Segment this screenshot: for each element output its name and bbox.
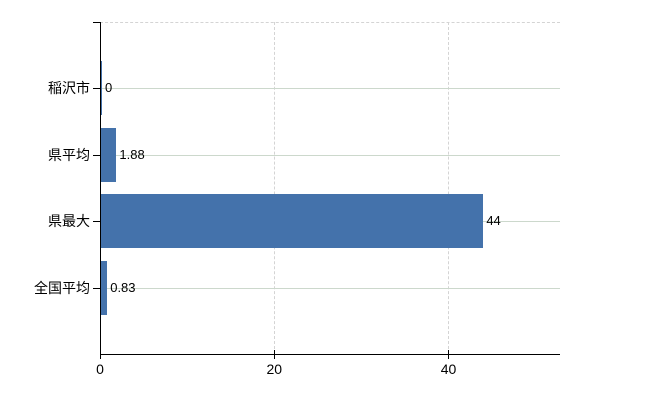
x-tick-label: 0 [96,361,104,377]
value-label: 1.88 [119,146,145,162]
y-gridline [100,88,560,90]
x-gridline [274,22,276,354]
category-label: 県平均 [48,146,90,163]
y-tick-mark [93,221,100,223]
y-axis-line [100,22,101,359]
y-axis-top-tick [93,22,100,23]
value-label: 0 [105,80,113,96]
plot-top-border [100,22,560,23]
category-label: 稲沢市 [48,80,90,97]
x-axis-line [100,354,560,355]
value-label: 0.83 [110,279,136,295]
x-gridline [448,22,450,354]
value-label: 44 [486,213,501,229]
y-tick-mark [93,154,100,156]
y-tick-mark [93,287,100,289]
x-tick-label: 20 [266,361,283,377]
bar [100,127,117,182]
bar [100,61,102,116]
y-tick-mark [93,88,100,90]
bar [100,260,108,315]
bar [100,194,484,249]
x-tick-label: 40 [440,361,457,377]
y-gridline [100,154,560,156]
category-label: 全国平均 [34,279,90,296]
category-label: 県最大 [48,213,90,230]
y-gridline [100,287,560,289]
